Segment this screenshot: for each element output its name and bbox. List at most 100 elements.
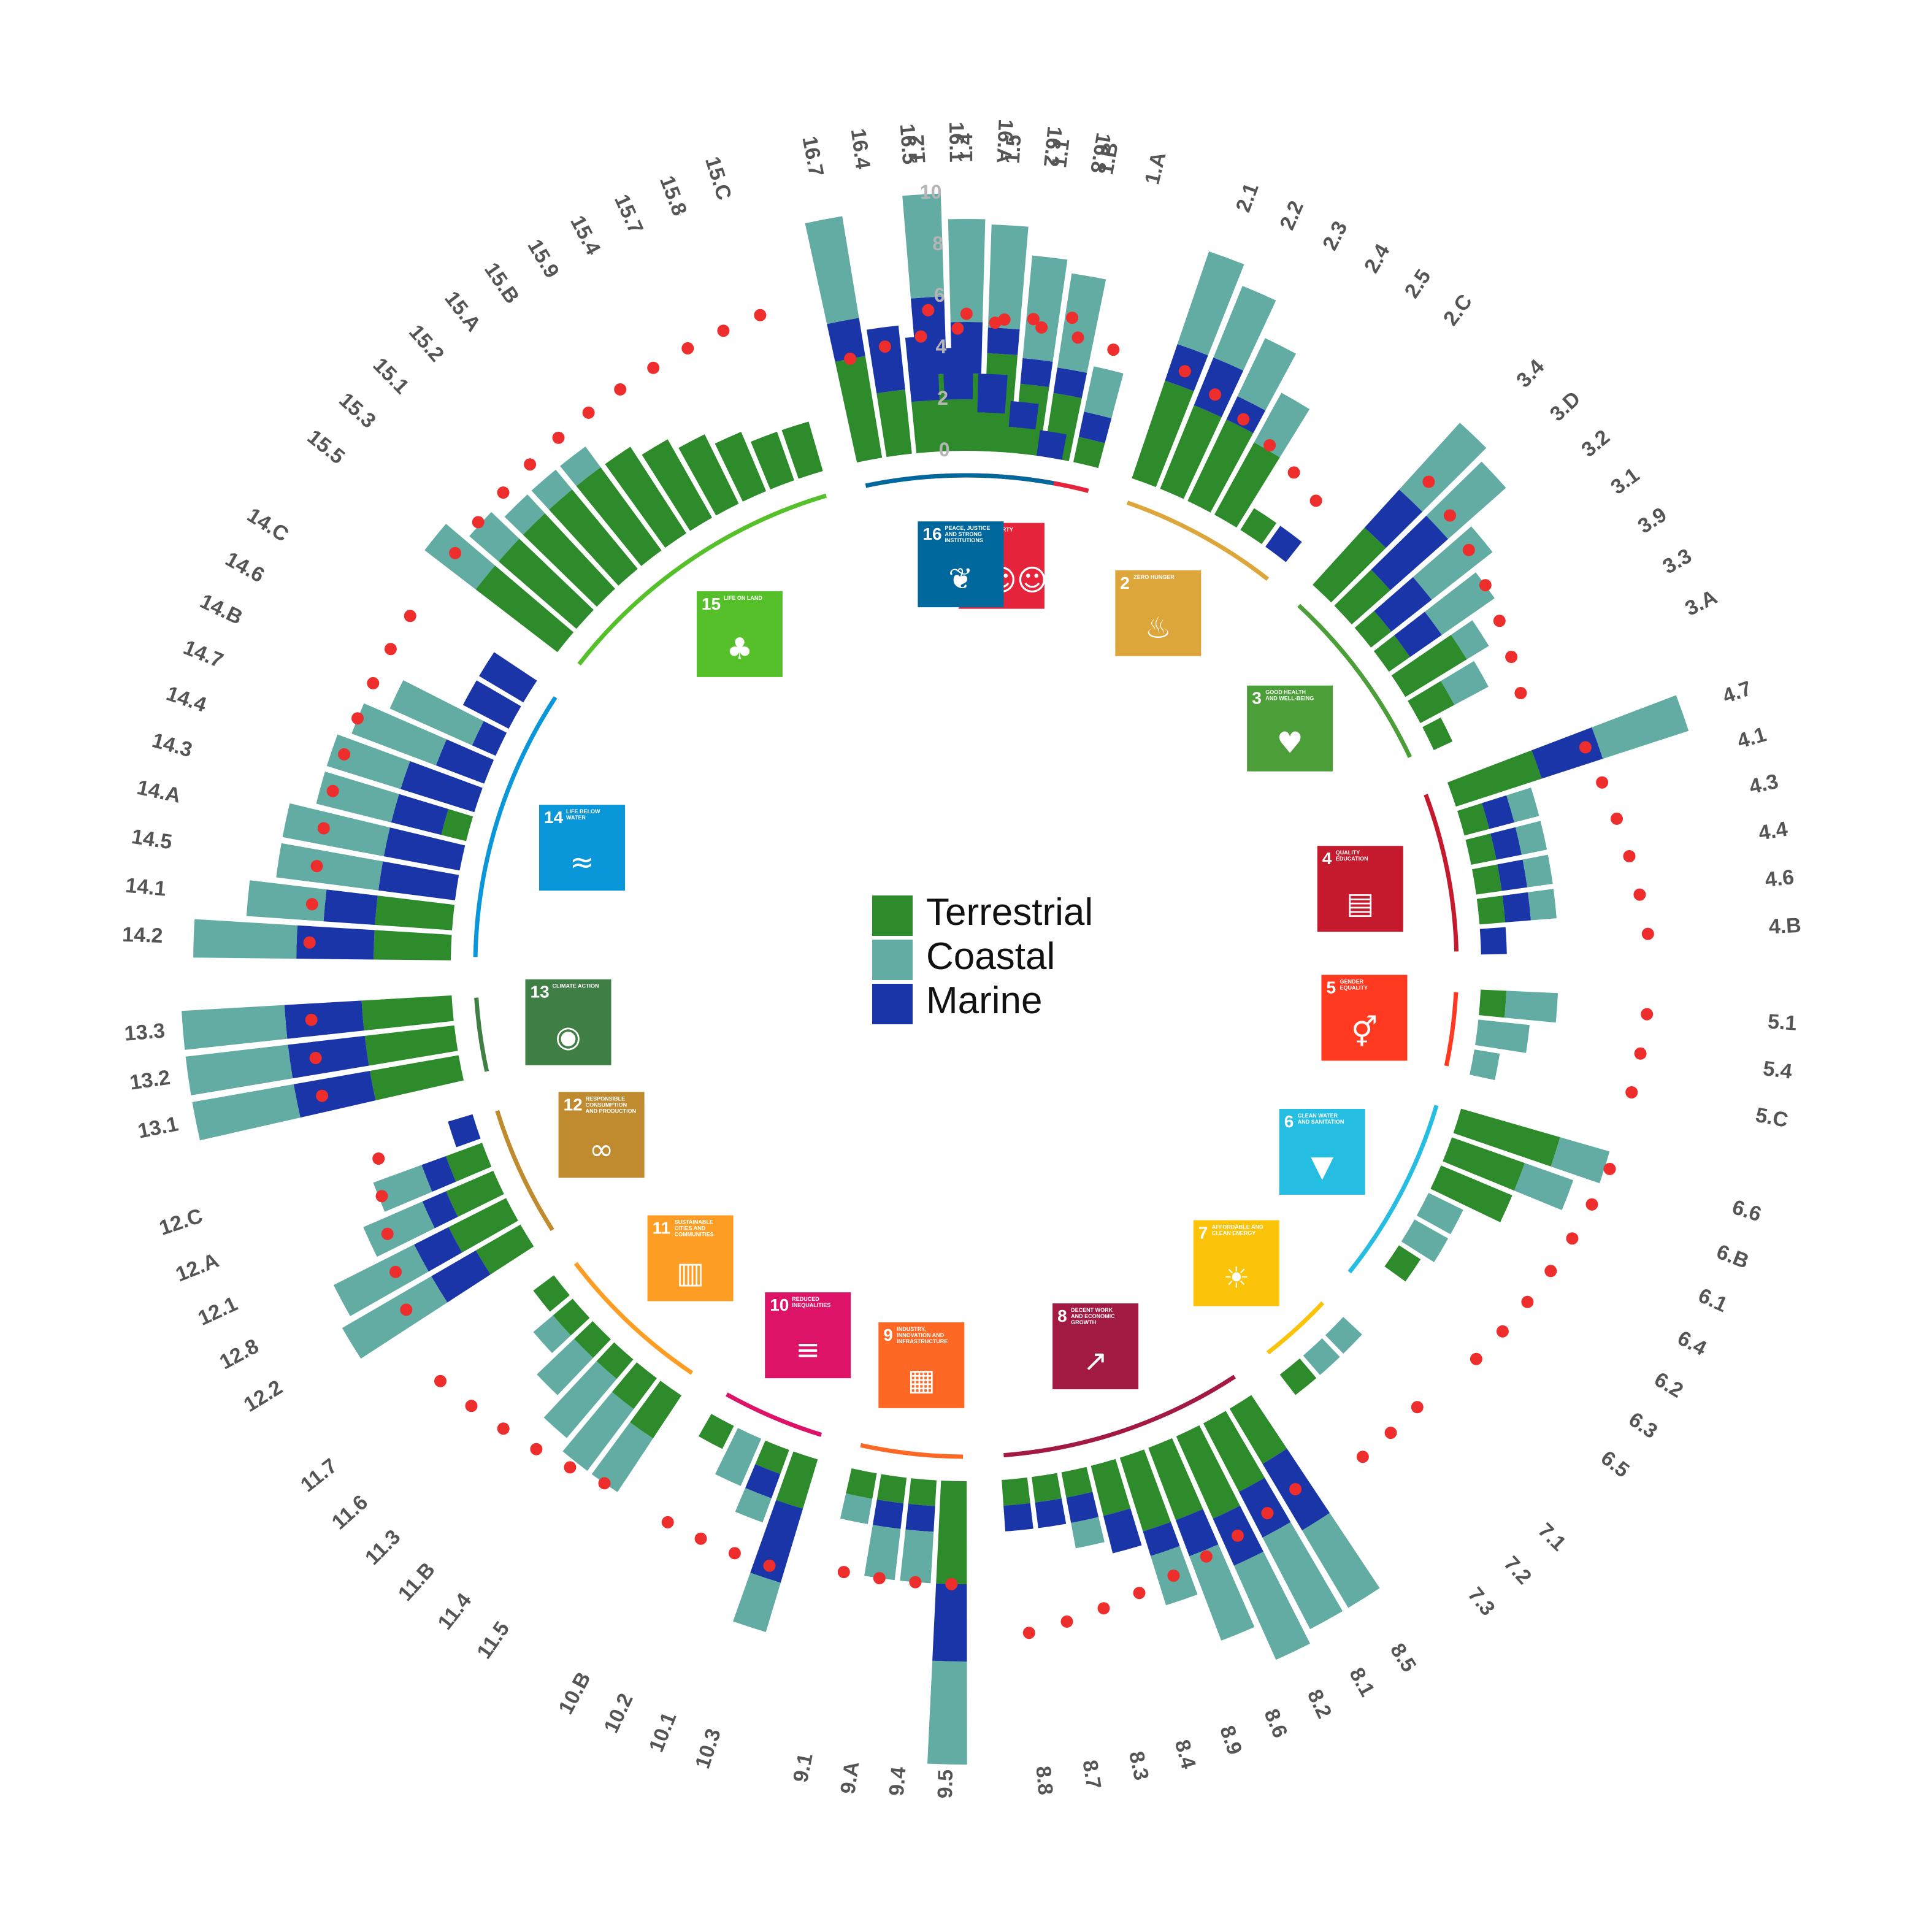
bar-3-A-terrestrial: [1422, 717, 1453, 750]
city-icon: ▥: [677, 1256, 704, 1290]
marker-9-5: [945, 1577, 958, 1590]
marker-14-C: [404, 610, 416, 623]
bar-6-1-terrestrial: [1430, 1165, 1512, 1222]
marker-5-1: [1641, 1008, 1654, 1021]
bar-3-4-coastal: [1399, 423, 1487, 512]
bar-9-1-coastal: [840, 1493, 873, 1524]
bar-8-6-terrestrial: [1148, 1438, 1203, 1520]
goal-6-tile: [1279, 1109, 1365, 1195]
target-label-1-A: 1.A: [1140, 150, 1170, 186]
marker-2-1: [1178, 365, 1191, 378]
bar-8-4-marine: [1103, 1508, 1142, 1554]
bar-10-3-coastal: [733, 1573, 781, 1632]
marker-3-2: [1462, 543, 1475, 556]
goal-7-name-line: CLEAN ENERGY: [1212, 1230, 1256, 1236]
bar-2-2-coastal: [1213, 286, 1276, 371]
bar-14-6-marine: [462, 680, 521, 729]
marker-15-8: [717, 324, 730, 337]
goal-arc-6: [1347, 1105, 1439, 1274]
target-label-15-B: 15.B: [480, 258, 524, 308]
bar-6-B-terrestrial: [1443, 1137, 1525, 1191]
bar-13-1-marine: [293, 1071, 376, 1118]
goal-2-number: 2: [1120, 573, 1130, 592]
target-label-14-1: 14.1: [125, 874, 167, 901]
heartbeat-icon: ♥: [1277, 726, 1303, 761]
bar-1-A-marine: [1078, 412, 1112, 443]
marker-4-3: [1611, 812, 1623, 825]
bar-9-5-terrestrial: [936, 1481, 967, 1585]
bar-4-4-terrestrial: [1472, 864, 1502, 895]
target-label-2-1: 2.1: [1232, 180, 1263, 215]
marker-4-4: [1623, 850, 1636, 862]
target-label-6-B: 6.B: [1714, 1240, 1752, 1273]
bar-14-2-coastal: [193, 919, 297, 959]
marker-6-B: [1585, 1198, 1598, 1211]
marker-7-1: [1411, 1401, 1424, 1414]
target-label-8-8: 8.8: [1031, 1765, 1057, 1796]
target-label-14-6: 14.6: [221, 547, 268, 587]
goal-5-number: 5: [1327, 978, 1336, 997]
target-label-10-2: 10.2: [599, 1690, 637, 1736]
bar-1-4-coastal: [948, 219, 986, 323]
bar-16-7-terrestrial: [835, 356, 883, 462]
power-icon: ☀: [1223, 1261, 1249, 1295]
bar-11-7-terrestrial: [533, 1275, 570, 1312]
bar-4-6-marine: [1502, 892, 1531, 922]
marker-16-2: [1027, 313, 1040, 326]
bar-3-1-marine: [1394, 611, 1442, 657]
bar-8-7-terrestrial: [1032, 1473, 1062, 1503]
bar-9-1-terrestrial: [846, 1468, 877, 1499]
target-label-10-3: 10.3: [691, 1726, 726, 1772]
marker-4-B: [1641, 927, 1654, 940]
target-label-12-C: 12.C: [156, 1204, 205, 1240]
bar-11-4-terrestrial: [611, 1362, 657, 1409]
target-label-15-8: 15.8: [655, 172, 691, 218]
goal-13-icon: 13 CLIMATE ACTION ◉: [525, 979, 611, 1065]
marker-8-4: [1133, 1587, 1146, 1600]
target-label-14-3: 14.3: [150, 729, 195, 762]
bar-13-2-marine: [288, 1035, 369, 1079]
bar-14-1-marine: [323, 889, 378, 925]
goal-2-tile: [1115, 570, 1202, 656]
goal-3-number: 3: [1252, 689, 1262, 708]
goal-12-name-line: AND PRODUCTION: [586, 1108, 637, 1114]
cubes-icon: ▦: [908, 1363, 935, 1397]
goal-8-name-line: AND ECONOMIC: [1071, 1313, 1115, 1319]
bar-2-2-marine: [1194, 357, 1244, 418]
target-label-4-7: 4.7: [1720, 677, 1755, 708]
goal-14-name-line: LIFE BELOW: [566, 808, 600, 815]
legend-label-terrestrial: Terrestrial: [926, 891, 1093, 933]
marker-15-B: [582, 406, 595, 419]
goal-13-tile: [525, 979, 611, 1065]
goal-4-name-line: EDUCATION: [1336, 856, 1368, 862]
goal-arc-9: [860, 1443, 964, 1459]
target-label-7-3: 7.3: [1463, 1583, 1500, 1620]
bar-6-B-coastal: [1514, 1163, 1574, 1210]
target-label-9-A: 9.A: [836, 1760, 864, 1796]
target-label-15-5: 15.5: [303, 425, 349, 469]
bar-6-6-coastal: [1551, 1137, 1610, 1184]
bar-16-1-marine: [942, 348, 973, 400]
marker-16-7: [844, 352, 857, 365]
bar-12-1-marine: [422, 1191, 458, 1229]
target-label-2-C: 2.C: [1439, 290, 1477, 330]
goal-13-number: 13: [531, 983, 550, 1002]
red-markers: [303, 304, 1654, 1639]
bar-14-3-coastal: [316, 772, 399, 822]
marker-2-2: [1209, 388, 1222, 401]
bar-15-7-terrestrial: [715, 432, 767, 502]
bar-8-4-terrestrial: [1091, 1459, 1131, 1516]
target-label-12-2: 12.2: [240, 1376, 286, 1417]
marker-1-1: [1035, 321, 1048, 334]
goal-10-name-line: REDUCED: [792, 1296, 819, 1302]
target-label-15-9: 15.9: [523, 236, 564, 282]
marker-13-2: [309, 1052, 322, 1064]
book-icon: ▤: [1346, 886, 1374, 921]
bar-15-2-coastal: [531, 469, 572, 510]
marker-8-9: [1167, 1570, 1180, 1582]
bar-10-1-marine: [745, 1464, 781, 1498]
